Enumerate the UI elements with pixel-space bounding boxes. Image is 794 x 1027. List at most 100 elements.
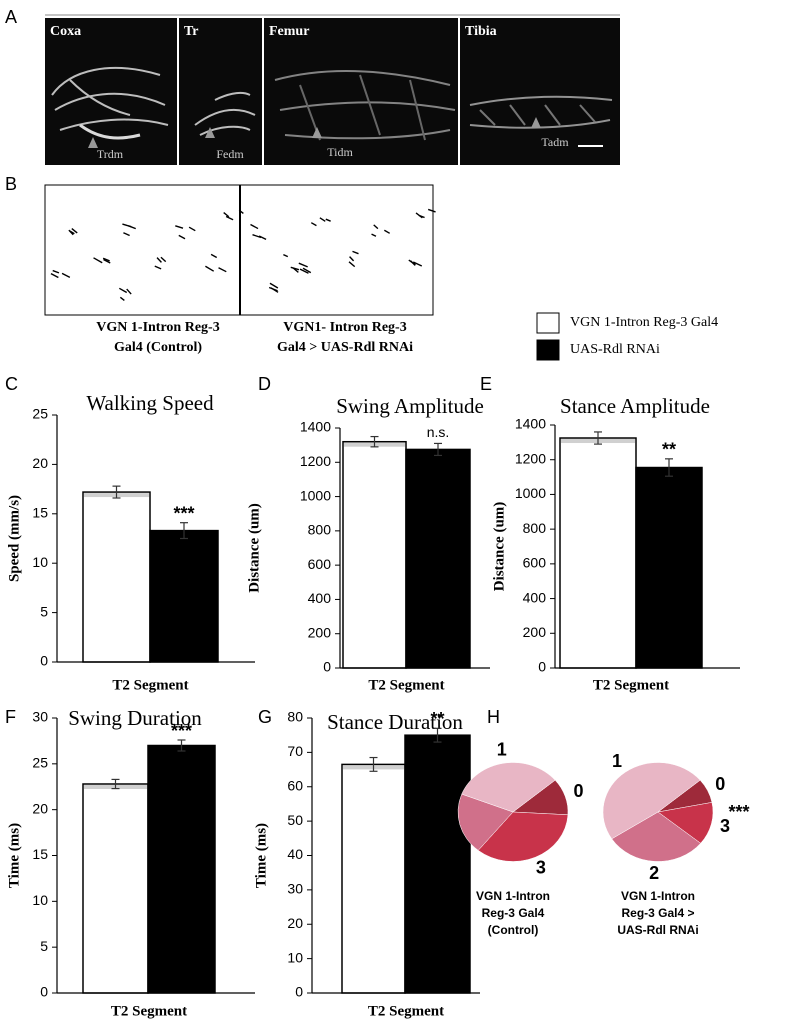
error-bar [370, 435, 379, 448]
footprint [298, 262, 308, 268]
pie-caption: VGN 1-Intron [621, 889, 695, 903]
y-tick-label: 200 [308, 624, 332, 640]
footprint [175, 225, 184, 229]
x-axis-label: T2 Segment [368, 1003, 444, 1019]
footprint [412, 261, 423, 267]
bar [341, 763, 406, 994]
y-axis-label: Time (ms) [6, 823, 22, 888]
y-tick-label: 0 [538, 659, 546, 675]
footprint [319, 217, 326, 222]
chart-title: Stance Amplitude [560, 394, 710, 418]
slice-label: 3 [720, 816, 730, 836]
y-tick-label: 30 [287, 881, 303, 897]
pie-caption: Reg-3 Gal4 > [621, 906, 694, 920]
error-bar [434, 442, 442, 457]
chart-title: Swing Amplitude [336, 394, 484, 418]
y-tick-label: 1400 [300, 419, 331, 435]
segment-title: Tibia [465, 24, 497, 39]
y-tick-label: 5 [40, 938, 48, 954]
error-bar [177, 739, 186, 752]
y-tick-label: 1000 [300, 487, 331, 503]
panel-letter: G [258, 707, 272, 727]
slice-label: 2 [441, 817, 451, 837]
bar [82, 491, 151, 663]
y-tick-label: 400 [523, 589, 547, 605]
panel-letter: B [5, 174, 17, 194]
footprints [50, 208, 436, 301]
panel-letter: F [5, 707, 16, 727]
footprint [118, 287, 128, 294]
bar [559, 437, 637, 669]
pie-slice [457, 793, 514, 851]
y-tick-label: 30 [32, 709, 48, 725]
y-tick-label: 0 [40, 984, 48, 1000]
footprint [349, 256, 355, 262]
footprint [103, 258, 111, 264]
legend-swatch [536, 312, 560, 334]
muscle-label: Tidm [327, 145, 353, 159]
footprint [283, 253, 289, 258]
y-tick-label: 40 [287, 846, 303, 862]
error-bar [594, 431, 602, 445]
footprint [160, 256, 167, 263]
panel-letter: C [5, 374, 18, 394]
y-tick-label: 400 [308, 590, 332, 606]
y-tick-label: 800 [523, 520, 547, 536]
footprint [128, 225, 136, 230]
footprint [252, 234, 262, 239]
footprint [178, 234, 186, 240]
footprint [373, 224, 379, 230]
error-bar [433, 727, 442, 743]
y-tick-label: 80 [287, 709, 303, 725]
y-tick-label: 10 [32, 554, 48, 570]
pie-caption: Reg-3 Gal4 [482, 906, 545, 920]
y-tick-label: 70 [287, 743, 303, 759]
footprint [269, 282, 279, 289]
pie-slice [602, 762, 701, 840]
footprint [68, 229, 74, 236]
footprint [188, 226, 196, 232]
track-caption: Gal4 > UAS-Rdl RNAi [277, 340, 413, 355]
bar [635, 466, 703, 669]
slice-label: 3 [536, 858, 546, 878]
panel-b-frame [44, 184, 436, 316]
legend-label: VGN 1-Intron Reg-3 Gal4 [570, 315, 718, 330]
footprint [154, 265, 162, 270]
significance: *** [728, 802, 749, 822]
error-bar [112, 485, 121, 499]
y-tick-label: 15 [32, 846, 48, 862]
slice-label: 1 [612, 751, 622, 771]
muscle-label: Tadm [541, 135, 569, 149]
significance: *** [173, 503, 194, 523]
panel-letter: H [487, 707, 500, 727]
y-tick-label: 10 [287, 949, 303, 965]
footprint [270, 287, 279, 293]
footprint [205, 265, 215, 272]
significance: n.s. [427, 424, 450, 440]
y-tick-label: 600 [308, 556, 332, 572]
footprint [102, 257, 110, 262]
footprint [123, 232, 130, 237]
significance: ** [430, 709, 444, 729]
footprint [210, 253, 218, 259]
footprint [156, 257, 162, 263]
x-axis-label: T2 Segment [593, 677, 669, 693]
y-tick-label: 25 [32, 406, 48, 422]
footprint [218, 267, 227, 273]
bar [404, 734, 471, 994]
segment-title: Coxa [50, 24, 81, 39]
muscle-label: Trdm [97, 147, 124, 161]
footprint [410, 260, 416, 266]
x-axis-label: T2 Segment [111, 1003, 187, 1019]
chart-title: Stance Duration [327, 710, 463, 734]
significance: *** [171, 721, 192, 741]
slice-label: 0 [715, 774, 725, 794]
chart-title: Swing Duration [68, 706, 202, 730]
segment-title: Femur [269, 24, 309, 39]
y-axis-label: Distance (um) [246, 503, 262, 593]
y-tick-label: 1400 [515, 416, 546, 432]
footprint [223, 211, 230, 218]
y-axis-label: Speed (mm/s) [6, 495, 22, 582]
x-axis-label: T2 Segment [368, 677, 444, 693]
